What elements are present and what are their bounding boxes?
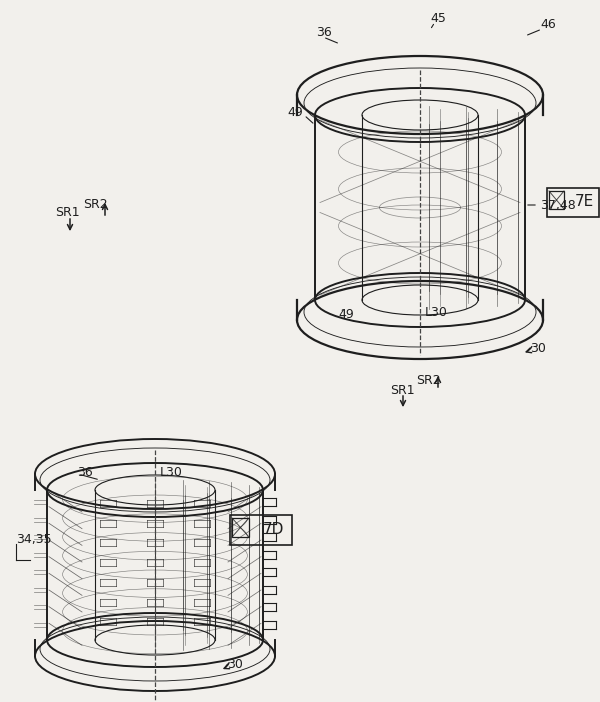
Text: SR1: SR1 <box>55 206 80 220</box>
Text: 36: 36 <box>316 27 332 39</box>
Text: 45: 45 <box>430 11 446 25</box>
Text: 37,48: 37,48 <box>540 199 576 211</box>
Text: 30: 30 <box>227 658 243 672</box>
Text: 7E: 7E <box>574 194 593 209</box>
Bar <box>232 518 249 537</box>
Text: L30: L30 <box>425 305 448 319</box>
Text: 30: 30 <box>530 341 546 355</box>
Text: 49: 49 <box>338 307 354 321</box>
Bar <box>547 188 599 217</box>
Text: 34,35: 34,35 <box>16 534 52 546</box>
Bar <box>230 515 292 545</box>
Text: 46: 46 <box>540 18 556 32</box>
Text: 49: 49 <box>287 105 303 119</box>
Text: 36: 36 <box>77 467 93 479</box>
Text: SR2: SR2 <box>416 373 440 387</box>
Text: L30: L30 <box>160 467 183 479</box>
Text: SR2: SR2 <box>83 199 107 211</box>
Text: SR1: SR1 <box>390 383 415 397</box>
Text: 7D: 7D <box>262 522 284 538</box>
Bar <box>549 191 564 209</box>
